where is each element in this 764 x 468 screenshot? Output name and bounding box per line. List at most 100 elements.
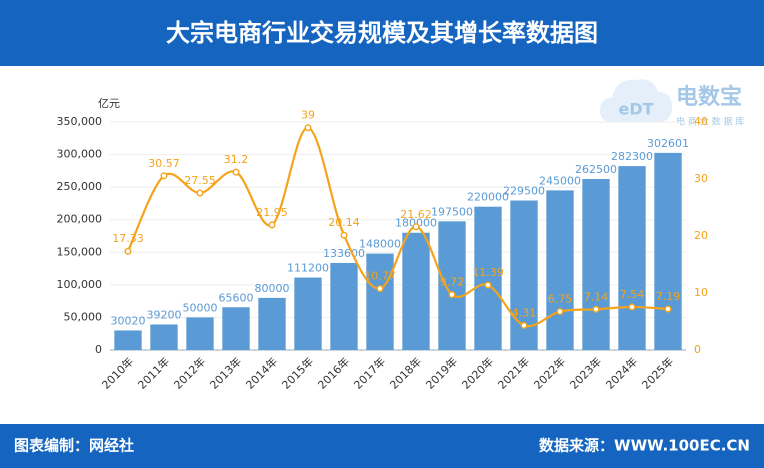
line-marker (628, 303, 636, 311)
y-tick-label: 150,000 (57, 245, 103, 258)
x-tick-label: 2025年 (639, 354, 676, 391)
bar-value-label: 262500 (575, 163, 617, 176)
bar-value-label: 197500 (431, 205, 473, 218)
x-tick-label: 2021年 (495, 354, 532, 391)
header-band (0, 0, 764, 66)
line-value-label: 31.2 (224, 153, 249, 166)
footer-right: 数据来源：WWW.100EC.CN (539, 437, 750, 455)
x-tick-label: 2010年 (99, 354, 136, 391)
logo-name: 电数宝 (676, 84, 742, 110)
line-value-label: 9.72 (440, 276, 465, 289)
x-tick-label: 2012年 (171, 354, 208, 391)
line-value-label: 7.14 (584, 290, 609, 303)
line-marker (664, 305, 672, 313)
y-tick-label: 100,000 (57, 278, 103, 291)
bar-value-label: 50000 (183, 301, 218, 314)
bar (114, 330, 142, 350)
line-value-label: 21.95 (256, 206, 288, 219)
x-tick-label: 2011年 (135, 354, 172, 391)
y-tick-label: 0 (95, 343, 102, 356)
bar (186, 317, 214, 350)
x-tick-label: 2019年 (423, 354, 460, 391)
bar-value-label: 245000 (539, 174, 581, 187)
bar (150, 324, 178, 350)
line-value-label: 27.55 (184, 174, 216, 187)
bar (618, 166, 646, 350)
bar (294, 277, 322, 350)
x-tick-label: 2020年 (459, 354, 496, 391)
bar-value-label: 220000 (467, 191, 509, 204)
line-marker (484, 281, 492, 289)
line-value-label: 6.75 (548, 293, 573, 306)
logo-mark: eDT (618, 100, 653, 119)
bar-value-label: 65600 (219, 291, 254, 304)
line-marker (376, 285, 384, 293)
bar (438, 221, 466, 350)
line-value-label: 21.62 (400, 208, 432, 221)
y2-tick-label: 40 (694, 115, 708, 128)
y-axis-label: 亿元 (98, 97, 120, 110)
line-value-label: 39 (301, 109, 315, 122)
bar-value-label: 302601 (647, 137, 689, 150)
bar (258, 297, 286, 350)
line-value-label: 20.14 (328, 216, 360, 229)
logo: eDT 电数宝 电 商 大 数 据 库 (600, 79, 744, 128)
line-marker (196, 189, 204, 197)
y2-tick-label: 10 (694, 286, 708, 299)
line-marker (340, 231, 348, 239)
bar-value-label: 229500 (503, 184, 545, 197)
x-tick-label: 2017年 (351, 354, 388, 391)
x-tick-label: 2022年 (531, 354, 568, 391)
line-marker (448, 291, 456, 299)
line-value-label: 11.39 (472, 266, 504, 279)
bar-value-label: 30020 (111, 314, 146, 327)
bar (654, 152, 682, 350)
bar (546, 190, 574, 350)
line-marker (124, 247, 132, 255)
x-tick-label: 2015年 (279, 354, 316, 391)
line-value-label: 7.54 (620, 288, 645, 301)
bar (330, 262, 358, 350)
bar-value-label: 80000 (255, 282, 290, 295)
y-tick-label: 50,000 (64, 310, 103, 323)
line-marker (160, 172, 168, 180)
x-tick-label: 2018年 (387, 354, 424, 391)
line-marker (520, 321, 528, 329)
bar (474, 206, 502, 350)
line-marker (232, 168, 240, 176)
y-tick-label: 350,000 (57, 115, 103, 128)
line-marker (556, 308, 564, 316)
bar (366, 253, 394, 350)
line-value-label: 4.31 (512, 306, 537, 319)
x-tick-label: 2016年 (315, 354, 352, 391)
bar-value-label: 111200 (287, 262, 329, 275)
y2-tick-label: 0 (694, 343, 701, 356)
logo-tagline: 电 商 大 数 据 库 (676, 116, 744, 128)
bar-value-label: 148000 (359, 238, 401, 251)
line-marker (304, 124, 312, 132)
bar (222, 307, 250, 350)
line-value-label: 10.77 (364, 270, 396, 283)
line-marker (268, 221, 276, 229)
y2-tick-label: 30 (694, 172, 708, 185)
x-tick-label: 2013年 (207, 354, 244, 391)
line-value-label: 7.19 (656, 290, 681, 303)
y-tick-label: 200,000 (57, 213, 103, 226)
bar (402, 232, 430, 350)
y-tick-label: 250,000 (57, 180, 103, 193)
y2-tick-label: 20 (694, 229, 708, 242)
footer-left: 图表编制：网经社 (14, 437, 134, 455)
y-tick-label: 300,000 (57, 148, 103, 161)
bar (582, 179, 610, 350)
logo-cloud (600, 79, 672, 122)
line-marker (592, 305, 600, 313)
line-marker (412, 223, 420, 231)
bar-value-label: 282300 (611, 150, 653, 163)
footer-band (0, 424, 764, 468)
x-tick-label: 2014年 (243, 354, 280, 391)
bar-value-label: 180000 (395, 217, 437, 230)
bar-value-label: 39200 (147, 308, 182, 321)
line-value-label: 17.33 (112, 232, 144, 245)
chart-title: 大宗电商行业交易规模及其增长率数据图 (166, 19, 598, 47)
